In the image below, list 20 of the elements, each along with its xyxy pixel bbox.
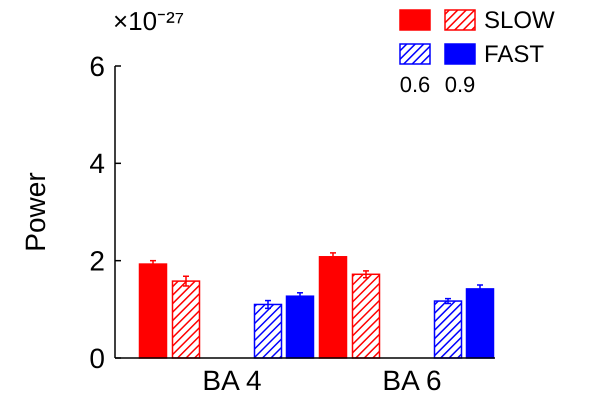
y-tick-label: 2 xyxy=(89,245,105,276)
annotation: 0.9 xyxy=(444,72,476,97)
y-axis-title: Power xyxy=(20,172,51,252)
y-tick-label: 6 xyxy=(89,50,105,82)
legend-label: FAST xyxy=(484,41,544,68)
legend-label: SLOW xyxy=(484,7,556,34)
bar xyxy=(138,263,168,359)
y-tick-label: 4 xyxy=(89,148,105,180)
bar xyxy=(318,256,348,359)
bar xyxy=(172,280,200,359)
y-tick-label: 0 xyxy=(89,342,105,374)
bar xyxy=(286,295,314,359)
bar xyxy=(434,300,462,359)
x-tick-label: BA 6 xyxy=(382,365,442,396)
bar xyxy=(254,304,282,359)
bar xyxy=(466,288,494,359)
annotation: 0.6 xyxy=(400,72,430,97)
text: ×10⁻²⁷ xyxy=(113,6,184,36)
bar xyxy=(352,274,380,359)
x-tick-label: BA 4 xyxy=(202,365,262,396)
